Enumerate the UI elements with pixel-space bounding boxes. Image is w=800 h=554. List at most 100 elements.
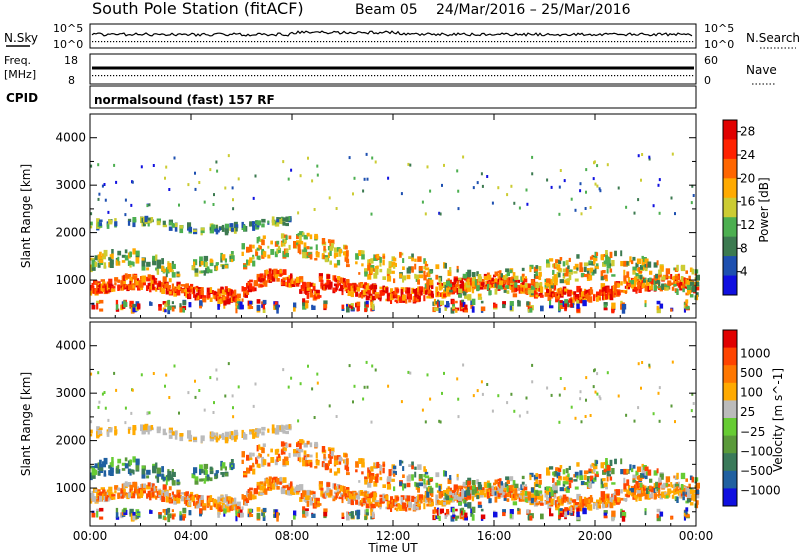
velocity-cell	[530, 487, 535, 493]
nave-dot	[494, 75, 496, 77]
velocity-cell	[171, 494, 175, 500]
power-cell	[233, 289, 237, 295]
nave-dot	[371, 75, 373, 77]
velocity-cell	[330, 447, 335, 453]
velocity-cell	[199, 464, 203, 471]
power-cell	[327, 239, 331, 244]
power-cell	[563, 179, 566, 183]
velocity-cell	[408, 474, 413, 479]
power-cell	[481, 184, 484, 188]
power-cell	[418, 292, 422, 296]
power-cell	[285, 222, 289, 227]
velocity-cell	[429, 487, 434, 494]
velocity-cell	[480, 488, 484, 492]
power-cell	[639, 274, 643, 280]
velocity-cell	[549, 466, 554, 470]
power-cell	[589, 256, 593, 260]
power-cell	[146, 267, 150, 271]
power-cell	[625, 205, 628, 209]
velocity-cell	[282, 429, 286, 434]
velocity-cell	[379, 498, 382, 505]
power-cell	[223, 300, 227, 306]
power-cell	[146, 261, 151, 267]
power-colorbar-swatch	[723, 256, 737, 277]
velocity-cell	[99, 427, 103, 431]
velocity-cell	[308, 460, 312, 464]
velocity-cell	[418, 506, 421, 510]
nsearch-dot	[623, 41, 625, 43]
power-cell	[535, 275, 539, 279]
power-cell	[120, 285, 123, 289]
power-cell	[264, 270, 267, 274]
velocity-cell	[141, 483, 144, 490]
power-cell	[280, 278, 283, 282]
power-cell	[227, 154, 230, 158]
power-cell	[494, 288, 498, 295]
power-cell	[230, 251, 234, 255]
power-cell	[520, 284, 525, 288]
power-cell	[665, 275, 668, 279]
velocity-cell	[232, 501, 237, 507]
velocity-cell	[614, 491, 617, 498]
velocity-cell	[302, 506, 306, 513]
power-cell	[611, 274, 616, 277]
power-cell	[117, 256, 120, 262]
velocity-cell	[461, 514, 464, 517]
power-cell	[316, 173, 319, 177]
velocity-cell	[424, 469, 427, 475]
velocity-cell	[438, 485, 441, 492]
power-cell	[649, 270, 653, 275]
power-cell	[99, 251, 102, 257]
velocity-cell	[140, 489, 144, 496]
power-cell	[630, 260, 634, 265]
nave-dot	[218, 75, 220, 77]
power-cell	[318, 276, 323, 282]
power-cell	[370, 267, 373, 274]
power-cell	[424, 261, 427, 267]
velocity-cell	[252, 464, 255, 468]
velocity-cell	[438, 508, 441, 515]
power-cell	[133, 275, 138, 282]
power-cell	[477, 293, 482, 297]
power-cell	[406, 274, 411, 280]
power-cell	[367, 264, 370, 271]
nave-dot	[662, 75, 664, 77]
velocity-cell	[90, 499, 93, 504]
velocity-cell	[108, 428, 113, 433]
velocity-cell	[461, 507, 465, 513]
power-cell	[191, 288, 195, 295]
power-cell	[220, 290, 223, 294]
power-cell	[599, 297, 602, 301]
power-cell	[129, 261, 134, 265]
nsearch-dot	[281, 41, 283, 43]
velocity-cell	[344, 495, 348, 499]
nsearch-dot	[662, 41, 664, 43]
power-cell	[429, 279, 434, 286]
velocity-cell	[127, 426, 132, 430]
power-cell	[386, 293, 390, 300]
power-cell	[300, 279, 303, 283]
power-cell	[158, 304, 162, 311]
power-cell	[579, 267, 584, 273]
velocity-cell	[691, 494, 696, 501]
power-cell	[305, 302, 309, 309]
velocity-cell	[524, 490, 528, 496]
velocity-cell	[680, 472, 686, 480]
nave-dot	[569, 75, 571, 77]
power-cell	[265, 270, 269, 276]
power-cell	[271, 216, 275, 222]
velocity-cell	[167, 470, 172, 478]
velocity-cell	[555, 482, 558, 486]
velocity-cell	[417, 506, 420, 511]
velocity-cell	[288, 443, 292, 448]
nsearch-dot	[113, 41, 115, 43]
power-cell	[309, 234, 313, 240]
power-cell	[193, 229, 197, 232]
power-cell	[370, 212, 373, 216]
power-cell	[361, 293, 364, 299]
nsearch-dot	[155, 41, 157, 43]
velocity-cell	[430, 491, 434, 497]
power-cell	[314, 294, 319, 300]
power-cell	[676, 288, 679, 295]
nsky-line	[91, 30, 693, 37]
